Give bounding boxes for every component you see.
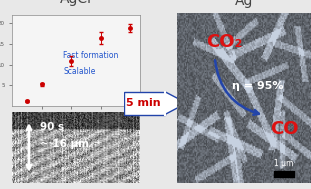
Text: ~ 16 μm: ~ 16 μm — [40, 139, 90, 149]
Text: AgCl: AgCl — [60, 0, 92, 6]
FancyArrowPatch shape — [215, 60, 259, 115]
Text: Ag: Ag — [235, 0, 253, 8]
Text: CO: CO — [270, 120, 299, 138]
X-axis label: t / s: t / s — [70, 120, 82, 125]
Text: CO₂: CO₂ — [206, 33, 242, 51]
Text: η = 95%: η = 95% — [232, 81, 283, 91]
Text: 1 μm: 1 μm — [274, 159, 293, 168]
Text: 90 s: 90 s — [40, 122, 65, 132]
Text: 5 min: 5 min — [126, 98, 160, 108]
Text: Scalable: Scalable — [63, 67, 96, 76]
FancyBboxPatch shape — [124, 92, 165, 115]
Text: Fast formation: Fast formation — [63, 51, 119, 60]
Polygon shape — [165, 92, 187, 115]
